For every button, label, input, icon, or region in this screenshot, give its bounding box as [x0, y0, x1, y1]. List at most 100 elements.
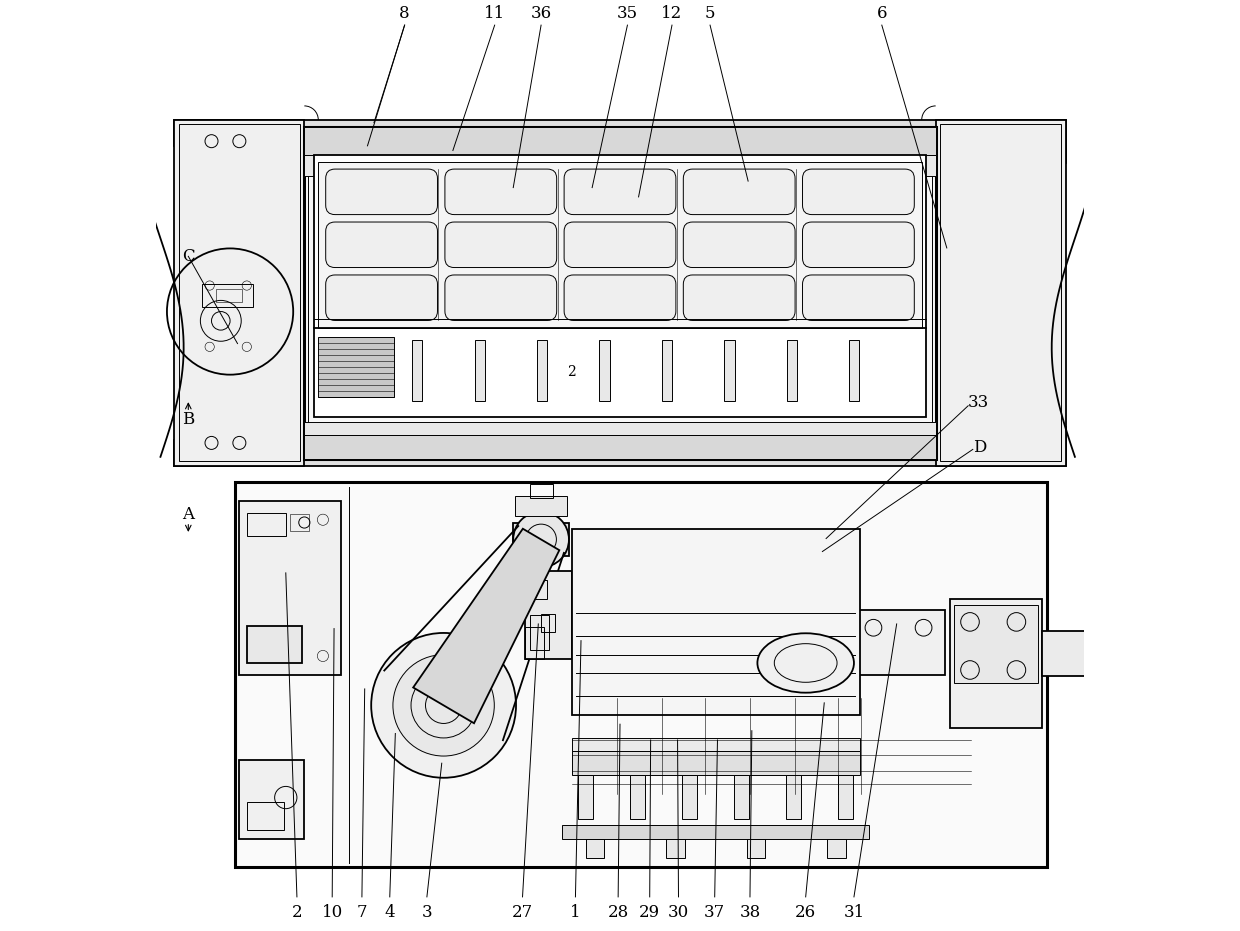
FancyBboxPatch shape: [445, 222, 557, 267]
Circle shape: [371, 633, 516, 777]
Bar: [179, 125, 300, 462]
FancyBboxPatch shape: [326, 169, 438, 214]
FancyBboxPatch shape: [683, 222, 795, 267]
Bar: [734, 775, 749, 819]
Bar: [630, 775, 645, 819]
Bar: [746, 840, 765, 857]
Text: 38: 38: [739, 904, 760, 922]
Bar: [578, 775, 593, 819]
Text: 36: 36: [531, 6, 552, 22]
Bar: [175, 120, 1065, 146]
Text: B: B: [182, 412, 195, 428]
Bar: [304, 155, 936, 176]
FancyBboxPatch shape: [802, 222, 914, 267]
Bar: [314, 155, 926, 417]
FancyBboxPatch shape: [564, 275, 676, 320]
Circle shape: [513, 512, 569, 567]
Bar: [175, 146, 1065, 163]
Bar: [290, 514, 309, 531]
Bar: [529, 614, 548, 650]
Bar: [239, 761, 304, 840]
Bar: [412, 340, 423, 400]
Bar: [662, 340, 672, 400]
Bar: [563, 826, 869, 840]
Bar: [599, 340, 610, 400]
Bar: [849, 340, 859, 400]
Text: 2: 2: [291, 904, 303, 922]
Bar: [304, 128, 936, 155]
Bar: [175, 426, 1065, 440]
Polygon shape: [413, 529, 559, 723]
Bar: [786, 775, 801, 819]
Text: 4: 4: [384, 904, 396, 922]
Bar: [475, 340, 485, 400]
Bar: [526, 627, 544, 659]
Text: 26: 26: [795, 904, 816, 922]
Bar: [1043, 631, 1099, 677]
FancyBboxPatch shape: [564, 169, 676, 214]
Text: 1: 1: [570, 904, 580, 922]
Bar: [239, 501, 341, 675]
Bar: [585, 840, 604, 857]
FancyBboxPatch shape: [802, 169, 914, 214]
FancyBboxPatch shape: [326, 222, 438, 267]
Text: 30: 30: [668, 904, 689, 922]
Text: 29: 29: [639, 904, 660, 922]
Bar: [513, 522, 569, 556]
Bar: [319, 162, 921, 328]
Circle shape: [393, 654, 495, 756]
Text: 3: 3: [422, 904, 433, 922]
Text: 11: 11: [484, 6, 505, 22]
Text: 35: 35: [616, 6, 639, 22]
Bar: [308, 131, 932, 455]
Bar: [724, 340, 734, 400]
Bar: [202, 284, 253, 307]
Bar: [216, 290, 242, 303]
Bar: [234, 482, 1047, 867]
Bar: [857, 610, 945, 675]
Ellipse shape: [758, 633, 854, 693]
Bar: [175, 120, 304, 466]
Bar: [682, 775, 697, 819]
Bar: [786, 340, 797, 400]
FancyBboxPatch shape: [683, 275, 795, 320]
Bar: [304, 436, 936, 459]
Text: A: A: [182, 506, 195, 523]
Bar: [526, 571, 572, 659]
Bar: [319, 337, 394, 398]
Bar: [936, 120, 1065, 466]
Bar: [572, 530, 859, 715]
Bar: [247, 627, 303, 664]
Text: 10: 10: [321, 904, 342, 922]
FancyBboxPatch shape: [445, 275, 557, 320]
Bar: [940, 125, 1061, 462]
Bar: [247, 513, 285, 536]
Bar: [652, 550, 782, 657]
Bar: [572, 751, 859, 775]
Text: C: C: [182, 248, 195, 264]
Bar: [955, 605, 1038, 683]
FancyBboxPatch shape: [564, 222, 676, 267]
Text: 6: 6: [877, 6, 887, 22]
FancyBboxPatch shape: [802, 275, 914, 320]
FancyBboxPatch shape: [683, 169, 795, 214]
Bar: [304, 128, 936, 459]
Bar: [838, 775, 853, 819]
Text: 7: 7: [357, 904, 367, 922]
Text: 8: 8: [399, 6, 410, 22]
Text: 27: 27: [512, 904, 533, 922]
Text: 31: 31: [843, 904, 864, 922]
Text: 33: 33: [968, 395, 990, 412]
Bar: [537, 340, 547, 400]
Bar: [950, 599, 1043, 728]
Text: 12: 12: [661, 6, 682, 22]
FancyBboxPatch shape: [326, 275, 438, 320]
Bar: [247, 803, 284, 830]
Bar: [175, 440, 1065, 466]
Bar: [515, 496, 567, 517]
Text: 28: 28: [608, 904, 629, 922]
FancyBboxPatch shape: [445, 169, 557, 214]
Text: 2: 2: [567, 365, 575, 380]
Bar: [529, 484, 553, 498]
Text: D: D: [973, 439, 986, 456]
